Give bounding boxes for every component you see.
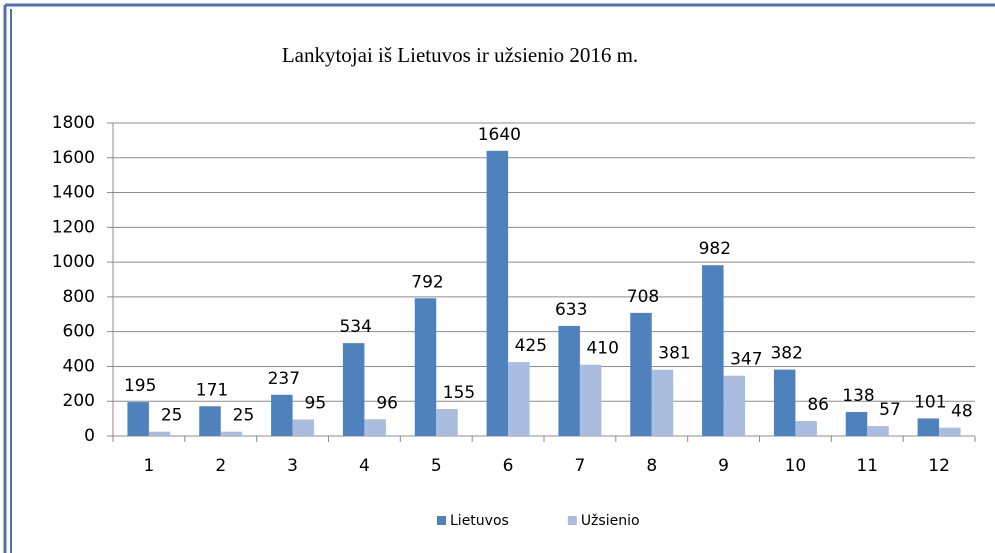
data-label: 57 bbox=[879, 400, 901, 420]
x-tick-label: 11 bbox=[856, 456, 878, 476]
bar bbox=[651, 369, 674, 436]
data-label: 792 bbox=[411, 272, 443, 292]
bar bbox=[199, 406, 221, 436]
bar bbox=[436, 409, 458, 436]
data-label: 25 bbox=[233, 406, 255, 426]
data-label: 382 bbox=[770, 344, 802, 364]
legend-swatch bbox=[567, 516, 577, 525]
data-label: 48 bbox=[951, 402, 973, 422]
bar bbox=[486, 150, 509, 437]
bar bbox=[271, 394, 293, 436]
y-tick-label: 400 bbox=[63, 356, 95, 376]
data-label: 534 bbox=[339, 317, 371, 337]
data-label: 381 bbox=[658, 344, 690, 364]
bar bbox=[867, 426, 889, 436]
bar bbox=[773, 369, 796, 436]
y-tick-label: 1600 bbox=[52, 148, 95, 168]
y-tick-label: 1200 bbox=[52, 217, 95, 237]
data-label: 425 bbox=[515, 336, 547, 356]
x-tick-label: 10 bbox=[785, 456, 807, 476]
bar bbox=[414, 298, 437, 436]
x-tick-label: 9 bbox=[718, 456, 729, 476]
x-tick-label: 5 bbox=[431, 456, 442, 476]
bar bbox=[148, 431, 171, 436]
x-tick-label: 2 bbox=[215, 456, 226, 476]
data-label: 708 bbox=[627, 287, 659, 307]
chart-title: Lankytojai iš Lietuvos ir užsienio 2016 … bbox=[282, 43, 638, 67]
bar bbox=[795, 421, 817, 436]
y-tick-label: 1800 bbox=[52, 113, 95, 133]
bar bbox=[630, 312, 652, 436]
bar bbox=[702, 265, 724, 436]
bar bbox=[508, 362, 530, 436]
bar bbox=[364, 419, 386, 436]
data-label: 347 bbox=[730, 350, 762, 370]
data-label: 195 bbox=[124, 376, 156, 396]
x-tick-label: 4 bbox=[359, 456, 370, 476]
y-tick-label: 0 bbox=[84, 426, 95, 446]
x-tick-label: 1 bbox=[144, 456, 155, 476]
bar bbox=[342, 343, 365, 436]
bar bbox=[723, 375, 746, 436]
data-label: 101 bbox=[914, 392, 946, 412]
y-tick-label: 1000 bbox=[52, 252, 95, 272]
bar bbox=[127, 402, 149, 436]
data-label: 237 bbox=[268, 369, 300, 389]
bar bbox=[558, 325, 580, 436]
data-label: 25 bbox=[161, 406, 183, 426]
x-tick-label: 7 bbox=[575, 456, 586, 476]
data-label: 155 bbox=[443, 383, 475, 403]
data-label: 86 bbox=[807, 395, 829, 415]
bar bbox=[292, 419, 315, 436]
legend-label: Lietuvos bbox=[450, 513, 509, 529]
x-tick-label: 3 bbox=[287, 456, 298, 476]
y-tick-label: 200 bbox=[63, 391, 95, 411]
data-label: 1640 bbox=[478, 125, 521, 145]
bar bbox=[939, 427, 961, 436]
data-label: 96 bbox=[376, 393, 398, 413]
x-tick-label: 8 bbox=[646, 456, 657, 476]
x-tick-label: 12 bbox=[928, 456, 950, 476]
data-label: 95 bbox=[305, 393, 327, 413]
data-label: 171 bbox=[196, 380, 228, 400]
x-tick-label: 6 bbox=[503, 456, 514, 476]
y-tick-label: 800 bbox=[63, 287, 95, 307]
data-label: 982 bbox=[699, 239, 731, 259]
bar bbox=[917, 418, 940, 436]
y-tick-label: 1400 bbox=[52, 183, 95, 203]
y-tick-label: 600 bbox=[63, 322, 95, 342]
bar bbox=[220, 431, 243, 436]
data-label: 138 bbox=[842, 386, 874, 406]
bar bbox=[845, 412, 868, 436]
legend-swatch bbox=[437, 516, 446, 525]
legend-label: Užsienio bbox=[581, 513, 640, 529]
data-label: 410 bbox=[586, 339, 618, 359]
bar bbox=[579, 364, 602, 436]
data-label: 633 bbox=[555, 300, 587, 320]
